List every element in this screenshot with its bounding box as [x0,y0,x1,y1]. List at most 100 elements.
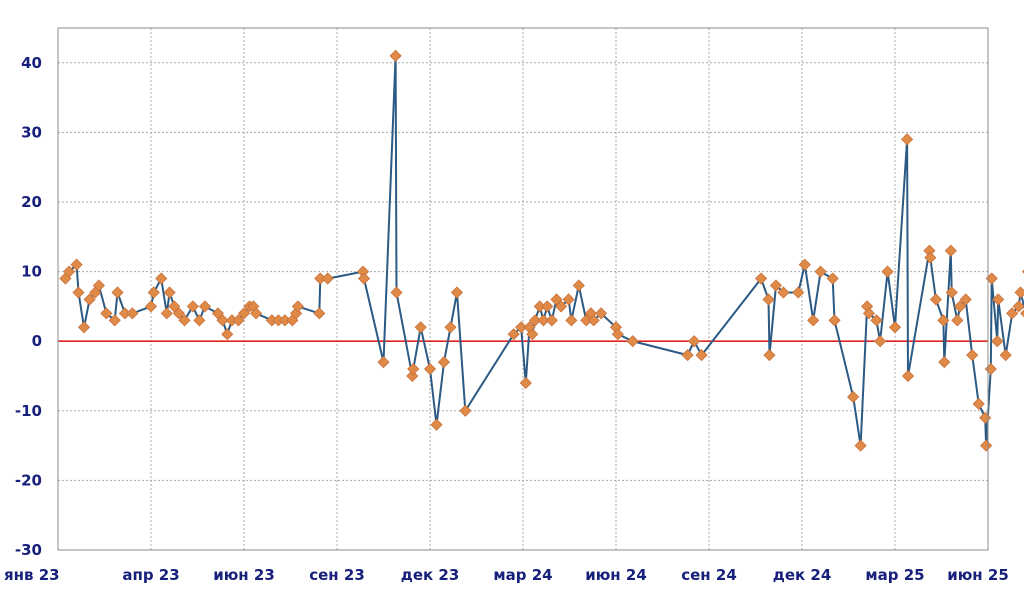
y-tick-label: -10 [15,402,42,420]
data-point [888,321,902,334]
data-point [814,265,827,278]
data-point [126,307,139,320]
data-point [519,376,532,390]
data-point [562,293,575,306]
data-point [444,321,457,334]
data-point [168,300,181,313]
data-point [216,314,229,327]
data-point [565,314,578,327]
data-point [980,439,993,452]
data-point [92,279,105,292]
x-tick-label: июн 25 [947,566,1009,584]
data-point [991,335,1004,348]
y-tick-label: 10 [21,263,42,281]
data-point [611,328,624,341]
data-point [541,300,554,313]
y-tick-label: 0 [32,332,42,350]
data-point [881,265,894,278]
data-point [459,404,472,417]
data-point [178,314,191,327]
data-point [945,286,958,299]
data-point [529,314,542,327]
series-line [64,54,1024,447]
y-tick-label: 40 [21,54,42,72]
data-point [966,349,979,362]
data-point [929,293,942,306]
data-point [430,418,443,431]
data-point [769,279,783,292]
y-axis-tick-labels: 40 30 20 10 0 -10 -20 -30 [15,54,42,559]
data-point [193,314,206,327]
data-point [862,307,876,320]
x-tick-label: сен 23 [309,566,365,584]
data-point [695,349,708,362]
data-point [232,314,245,327]
x-axis-tick-labels: янв 23 апр 23 июн 23 сен 23 дек 23 мар 24 июн … [4,566,1009,584]
data-point [874,335,887,348]
grid-lines [58,28,988,551]
data-point [901,369,915,383]
data-point [763,349,776,362]
y-tick-label: 20 [21,193,42,211]
data-point [450,286,464,299]
data-point [847,390,860,403]
data-point [70,258,83,271]
data-point [807,314,820,327]
x-tick-label: июн 24 [585,566,647,584]
data-point [163,286,176,299]
data-point [63,265,76,278]
data-point [1014,286,1024,299]
data-point [999,349,1012,362]
data-point [83,293,96,306]
series-line-group [64,54,1024,447]
y-tick-label: -20 [15,471,42,489]
data-point [826,272,839,285]
plot-frame [57,27,989,551]
data-point [1006,307,1019,320]
data-point [595,307,608,320]
data-point [389,49,402,62]
data-point [211,307,225,320]
data-point [762,293,775,306]
data-point [755,272,768,285]
data-point [108,314,121,327]
data-point [992,293,1005,306]
data-point [854,439,867,452]
data-point [507,328,520,341]
data-point [944,244,957,257]
data-point [688,335,701,348]
data-point [937,314,950,327]
data-point [959,293,972,306]
data-point [572,279,585,292]
data-point [979,411,992,424]
y-tick-label: -30 [15,541,42,559]
data-point [321,272,334,285]
data-point [984,362,997,376]
x-tick-label: июн 23 [213,566,275,584]
x-tick-label: дек 24 [773,566,832,584]
data-point [147,286,160,299]
data-point [221,328,234,341]
data-point [828,314,841,327]
data-point [537,314,550,327]
data-point [291,300,305,313]
data-point [954,300,967,313]
series-markers [59,49,1024,452]
data-point [407,362,420,376]
x-tick-label: янв 23 [4,566,60,584]
x-tick-label: апр 23 [122,566,179,584]
data-point [545,314,558,327]
y-tick-label: 30 [21,123,42,141]
data-point [1012,300,1024,313]
data-point [924,251,937,264]
data-point [555,300,568,313]
data-point [186,300,199,313]
data-point [901,133,914,146]
data-point [111,286,124,299]
data-point [198,300,212,313]
data-point [414,321,427,334]
data-point [100,307,113,320]
data-point [526,328,539,341]
data-point [587,314,600,327]
